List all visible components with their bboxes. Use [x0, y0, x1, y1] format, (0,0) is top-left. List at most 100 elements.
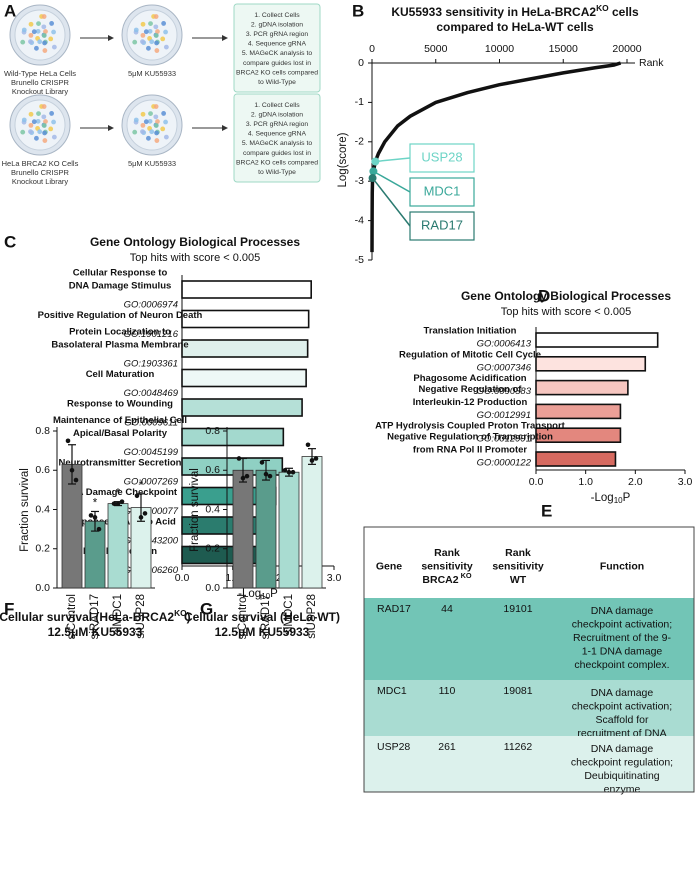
table-header-superscript: KO	[461, 571, 472, 580]
table-cell: MDC1	[377, 685, 407, 697]
highlight-point	[368, 174, 377, 183]
x-tick-label: 3.0	[678, 476, 693, 488]
step-text: 2. gDNA isolation	[251, 21, 303, 28]
panel-label: C	[4, 232, 16, 251]
cell-dot	[153, 14, 159, 19]
category-label: ATP Hydrolysis Coupled Proton Transport	[375, 421, 566, 432]
dish-caption: Brunello CRISPR	[11, 168, 70, 177]
cell-dot	[153, 33, 159, 38]
step-text: to Wild-Type	[258, 169, 296, 176]
table-cell: USP28	[377, 741, 410, 753]
step-text: 3. PCR gRNA region	[246, 121, 309, 128]
cell-dot	[51, 29, 56, 35]
replicate-point	[138, 515, 144, 520]
y-tick-label: 0	[358, 57, 364, 69]
cell-dot	[51, 44, 57, 50]
highlight-label: USP28	[421, 149, 462, 164]
replicate-point	[96, 526, 102, 532]
cell-dot	[21, 117, 27, 123]
go-id: GO:0007269	[124, 477, 179, 488]
cell-dot	[155, 119, 160, 124]
dish-caption: Knockout Library	[12, 177, 69, 186]
title-text: 12.5μM KU55933	[48, 625, 143, 639]
cell-dot	[28, 39, 33, 45]
y-tick-label: 0.2	[205, 543, 220, 555]
cell-dot	[154, 48, 160, 53]
highlight-connector	[371, 177, 411, 227]
go-id: GO:0007346	[477, 362, 532, 373]
table-header: Rank	[434, 547, 460, 559]
category-label: Cell Maturation	[86, 369, 155, 380]
table-cell: Recruitment of the 9-	[573, 632, 672, 644]
cell-dot	[140, 122, 146, 128]
x-tick-label: 2.0	[628, 476, 643, 488]
cell-dot	[43, 119, 48, 124]
table-cell: 19101	[503, 603, 532, 615]
cell-dot	[42, 138, 48, 143]
table-header: sensitivity	[492, 560, 544, 572]
cell-dot	[146, 135, 151, 141]
x-tick-label: siControl	[66, 594, 78, 639]
table-cell: 261	[438, 741, 456, 753]
x-tick-label: 1.0	[578, 476, 593, 488]
arrow-head	[222, 125, 228, 131]
chart-title: Cellular survival (HeLa-BRCA2KO)	[0, 608, 191, 624]
cell-dot	[133, 27, 139, 33]
table-cell: DNA damage	[591, 605, 654, 617]
cell-dot	[36, 111, 41, 116]
cell-dot	[31, 29, 37, 35]
category-label: Phagosome Acidification	[413, 373, 526, 384]
cell-dot	[28, 122, 34, 128]
table-header-text: Gene	[376, 560, 402, 572]
table-cell: 1-1 DNA damage	[582, 646, 663, 658]
title-text: KU55933 sensitivity in HeLa-BRCA2	[391, 5, 596, 19]
replicate-point	[244, 473, 250, 479]
go-id: GO:0000122	[477, 458, 532, 469]
step-text: 4. Sequence gRNA	[248, 131, 307, 138]
table-header: WT	[510, 574, 527, 586]
dish-caption: Knockout Library	[12, 87, 69, 96]
go-id: GO:1903361	[124, 359, 178, 370]
chart-title: KU55933 sensitivity in HeLa-BRCA2KO cell…	[391, 3, 639, 19]
cell-dot	[49, 111, 55, 116]
y-tick-label: 0.0	[205, 582, 220, 594]
category-label: DNA Damage Stimulus	[69, 281, 172, 292]
table-cell: 19081	[503, 685, 532, 697]
bar	[535, 379, 629, 396]
cell-dot	[146, 45, 151, 51]
category-label: Negative Regulation of Transcription	[387, 432, 553, 443]
table-cell: checkpoint activation;	[572, 618, 672, 630]
y-tick-label: -2	[355, 136, 364, 148]
highlight-label: RAD17	[421, 217, 463, 232]
go-id: GO:0006974	[124, 300, 178, 311]
chart-title: Gene Ontology Biological Processes	[90, 235, 300, 249]
cell-dot	[41, 114, 47, 120]
cell-dot	[163, 44, 169, 50]
category-label: Neurotransmitter Secretion	[58, 458, 181, 469]
table-cell: enzyme	[604, 784, 641, 796]
cell-dot	[20, 39, 26, 45]
significance-mark: *	[139, 480, 144, 492]
table-cell: Deubiquitinating	[584, 770, 659, 782]
cell-dot	[42, 40, 47, 46]
significance-mark: *	[116, 488, 121, 500]
replicate-point	[119, 499, 125, 504]
table-cell: checkpoint complex.	[574, 659, 669, 671]
cell-dot	[160, 126, 166, 132]
x-axis-label: -Log10P	[238, 588, 278, 601]
y-tick-label: 0.6	[35, 464, 50, 476]
replicate-point	[286, 469, 292, 475]
go-id: GO:0012991	[477, 410, 531, 421]
chart-subtitle: Top hits with score < 0.005	[130, 252, 261, 264]
title-superscript: KO	[174, 608, 187, 618]
x-tick-label: 5000	[424, 43, 448, 55]
panel-label: B	[352, 1, 364, 20]
panel-label: E	[541, 501, 552, 520]
table-cell: 44	[441, 603, 453, 615]
title-text: compared to HeLa-WT cells	[436, 20, 594, 34]
replicate-point	[69, 467, 75, 473]
go-id: GO:1901216	[124, 329, 179, 340]
go-id: GO:0006413	[477, 339, 532, 350]
table-header-text: sensitivity	[421, 560, 473, 572]
y-tick-label: 0.4	[205, 503, 220, 515]
